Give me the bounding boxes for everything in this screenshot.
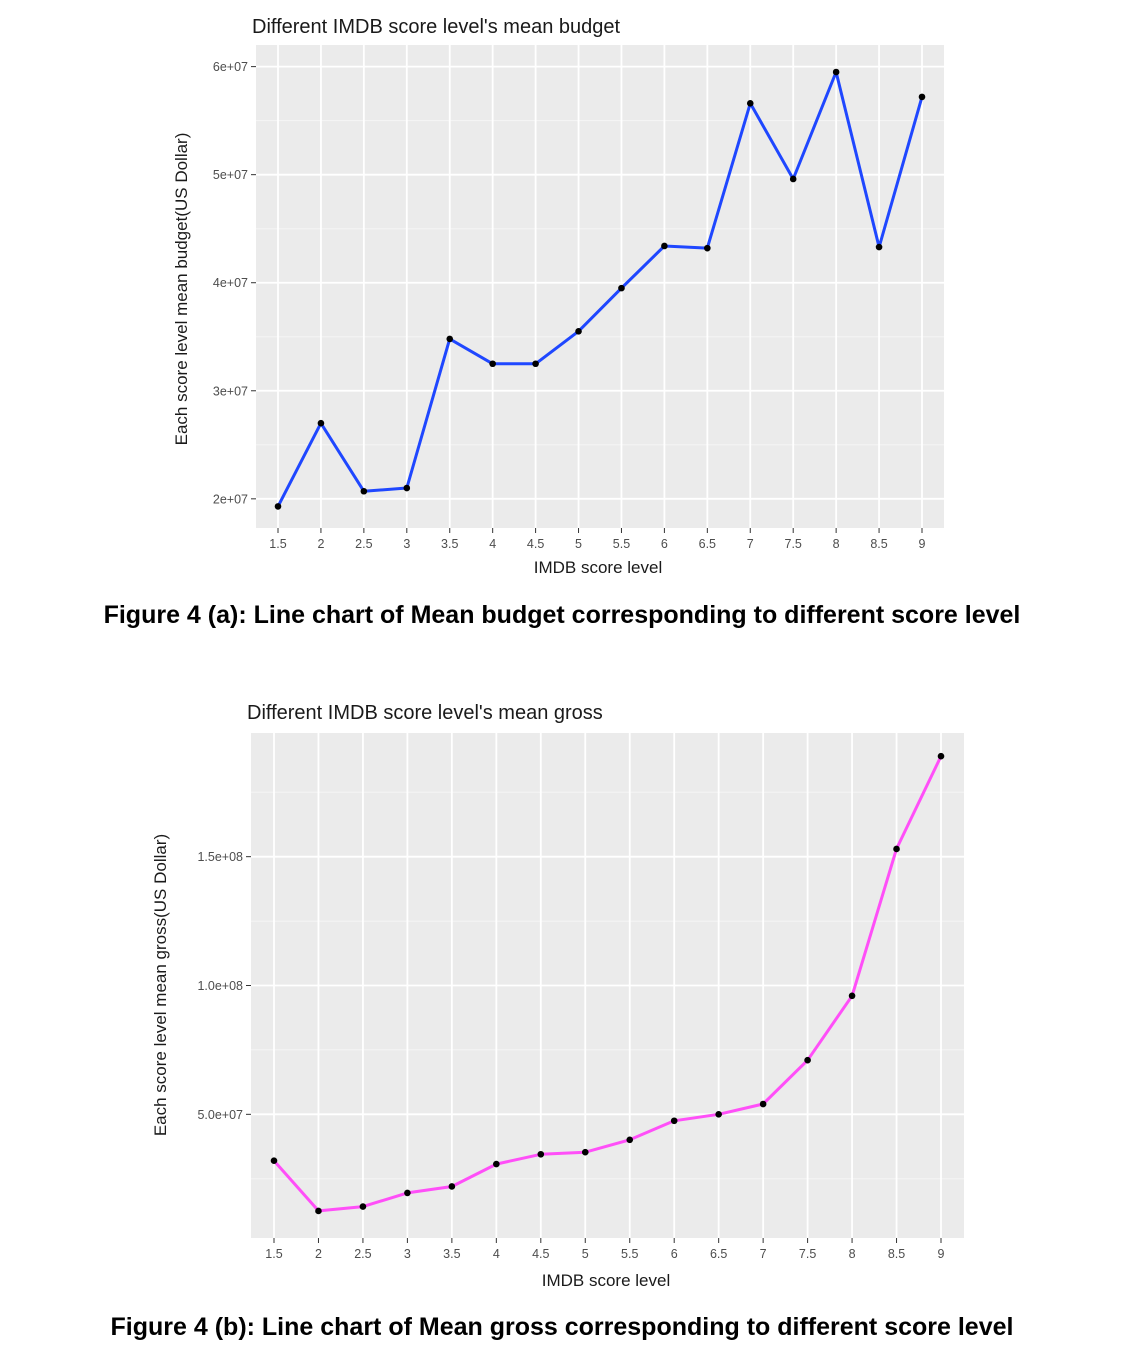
y-tick-label: 4e+07 xyxy=(213,276,248,290)
x-tick-label: 3.5 xyxy=(441,537,458,551)
x-tick-label: 7.5 xyxy=(799,1247,816,1261)
x-tick-label: 8.5 xyxy=(888,1247,905,1261)
x-tick-label: 3.5 xyxy=(443,1247,460,1261)
x-tick-label: 6 xyxy=(671,1247,678,1261)
y-tick-label: 1.5e+08 xyxy=(197,850,243,864)
data-point xyxy=(804,1056,811,1064)
data-point xyxy=(575,328,582,335)
y-tick-label: 5e+07 xyxy=(213,168,248,182)
data-point xyxy=(489,360,496,368)
chart-title: Different IMDB score level's mean budget xyxy=(252,16,621,38)
x-tick-label: 3 xyxy=(404,1247,411,1261)
gross-line-chart: Different IMDB score level's mean gross … xyxy=(151,702,964,1290)
data-point xyxy=(918,93,926,101)
y-tick-label: 1.0e+08 xyxy=(197,979,243,993)
y-axis: 2e+07 3e+07 4e+07 5e+07 6e+07 xyxy=(213,60,256,506)
series-line xyxy=(272,755,943,1213)
data-point xyxy=(359,1203,367,1210)
data-point xyxy=(670,1117,678,1125)
data-point xyxy=(746,100,754,107)
data-point xyxy=(661,242,668,250)
data-point xyxy=(581,1148,589,1156)
data-point xyxy=(618,284,625,292)
major-grid xyxy=(251,733,964,1238)
data-point xyxy=(403,484,411,492)
y-axis: 5.0e+07 1.0e+08 1.5e+08 xyxy=(197,850,251,1122)
data-point xyxy=(270,1157,278,1165)
data-point xyxy=(446,335,454,343)
data-point xyxy=(789,175,797,183)
figure-caption-a: Figure 4 (a): Line chart of Mean budget … xyxy=(103,601,1021,629)
x-tick-label: 9 xyxy=(938,1247,945,1261)
minor-grid xyxy=(251,791,964,1180)
x-tick-label: 5 xyxy=(582,1247,589,1261)
x-tick-label: 2.5 xyxy=(354,1247,371,1261)
data-point xyxy=(937,752,945,760)
x-tick-label: 7.5 xyxy=(785,537,802,551)
x-tick-label: 5 xyxy=(575,537,582,551)
data-point xyxy=(626,1136,634,1144)
data-points xyxy=(270,752,945,1215)
x-tick-label: 1.5 xyxy=(265,1247,282,1261)
data-point xyxy=(704,244,711,252)
x-tick-label: 1.5 xyxy=(269,537,286,551)
x-tick-label: 6.5 xyxy=(699,537,716,551)
y-tick-label: 2e+07 xyxy=(213,492,248,506)
series-line xyxy=(276,70,924,508)
x-axis: 1.5 2 2.5 3 3.5 4 4.5 5 5.5 6 6.5 7 7.5 8 8.5 9 xyxy=(265,1238,945,1261)
data-point xyxy=(404,1189,411,1197)
x-tick-label: 4 xyxy=(489,537,496,551)
y-axis-title: Each score level mean budget(US Dollar) xyxy=(172,133,191,446)
x-tick-label: 2 xyxy=(317,537,324,551)
x-tick-label: 5.5 xyxy=(621,1247,638,1261)
x-tick-label: 2 xyxy=(315,1247,322,1261)
x-tick-label: 4.5 xyxy=(532,1247,549,1261)
data-point xyxy=(848,992,856,1000)
x-tick-label: 4.5 xyxy=(527,537,544,551)
x-tick-label: 2.5 xyxy=(355,537,372,551)
data-point xyxy=(360,487,368,495)
x-tick-label: 4 xyxy=(493,1247,500,1261)
y-tick-label: 6e+07 xyxy=(213,60,248,74)
data-point xyxy=(448,1183,456,1190)
data-point xyxy=(532,360,539,368)
data-point xyxy=(893,845,900,853)
data-point xyxy=(317,419,325,427)
minor-grid xyxy=(256,120,944,446)
chart-title: Different IMDB score level's mean gross xyxy=(247,702,603,724)
data-point xyxy=(875,243,883,251)
data-point xyxy=(274,503,282,510)
x-tick-label: 5.5 xyxy=(613,537,630,551)
data-point xyxy=(832,68,840,76)
x-tick-label: 7 xyxy=(760,1247,767,1261)
x-tick-label: 9 xyxy=(919,537,926,551)
budget-line-chart: Different IMDB score level's mean budget… xyxy=(172,16,944,577)
plot-panel xyxy=(256,45,944,528)
data-point xyxy=(493,1160,500,1168)
x-axis-title: IMDB score level xyxy=(542,1271,670,1290)
y-tick-label: 5.0e+07 xyxy=(197,1108,243,1122)
x-tick-label: 3 xyxy=(403,537,410,551)
x-tick-label: 7 xyxy=(747,537,754,551)
x-axis: 1.5 2 2.5 3 3.5 4 4.5 5 5.5 6 6.5 7 7.5 8 8.5 9 xyxy=(269,528,926,551)
y-tick-label: 3e+07 xyxy=(213,384,248,398)
figure-caption-b: Figure 4 (b): Line chart of Mean gross c… xyxy=(110,1313,1014,1341)
x-tick-label: 8 xyxy=(833,537,840,551)
data-point xyxy=(759,1100,767,1108)
x-tick-label: 8.5 xyxy=(870,537,887,551)
x-tick-label: 6.5 xyxy=(710,1247,727,1261)
data-points xyxy=(274,68,926,510)
data-point xyxy=(315,1207,322,1215)
x-tick-label: 6 xyxy=(661,537,668,551)
x-axis-title: IMDB score level xyxy=(534,558,662,577)
x-tick-label: 8 xyxy=(849,1247,856,1261)
y-axis-title: Each score level mean gross(US Dollar) xyxy=(151,834,170,1136)
data-point xyxy=(715,1111,722,1118)
data-point xyxy=(537,1150,545,1158)
